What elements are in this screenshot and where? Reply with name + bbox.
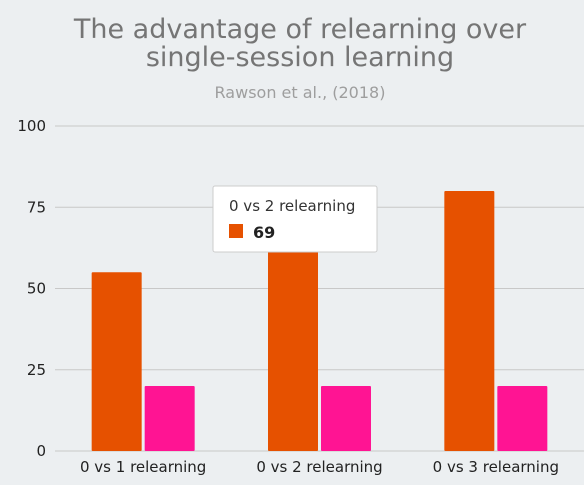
- x-tick-label: 0 vs 1 relearning: [80, 458, 206, 476]
- y-tick-label: 50: [27, 280, 46, 298]
- chart-subtitle: Rawson et al., (2018): [215, 83, 386, 102]
- tooltip-swatch: [229, 224, 243, 238]
- bar[interactable]: [497, 386, 548, 451]
- tooltip-box: [212, 185, 378, 253]
- bar[interactable]: [268, 226, 318, 451]
- bar[interactable]: [144, 386, 195, 451]
- chart-title-line-1: The advantage of relearning over: [73, 14, 527, 45]
- bar[interactable]: [444, 191, 495, 451]
- tooltip: 0 vs 2 relearning 69: [212, 185, 378, 253]
- y-tick-label: 100: [17, 117, 46, 135]
- axis-layer: 0 25 50 75 100 0 vs 1 relearning 0 vs 2 relear…: [17, 117, 559, 476]
- grid-layer: [55, 125, 584, 452]
- bar[interactable]: [321, 386, 371, 451]
- y-tick-label: 75: [27, 198, 46, 216]
- tooltip-value: 69: [253, 223, 275, 242]
- y-tick-label: 0: [36, 442, 46, 460]
- bar[interactable]: [91, 272, 142, 451]
- bar-layer: [91, 191, 548, 451]
- chart-title-line-2: single-session learning: [146, 42, 454, 73]
- tooltip-category: 0 vs 2 relearning: [229, 197, 355, 215]
- x-tick-label: 0 vs 3 relearning: [433, 458, 559, 476]
- y-tick-label: 25: [27, 361, 46, 379]
- x-tick-label: 0 vs 2 relearning: [256, 458, 382, 476]
